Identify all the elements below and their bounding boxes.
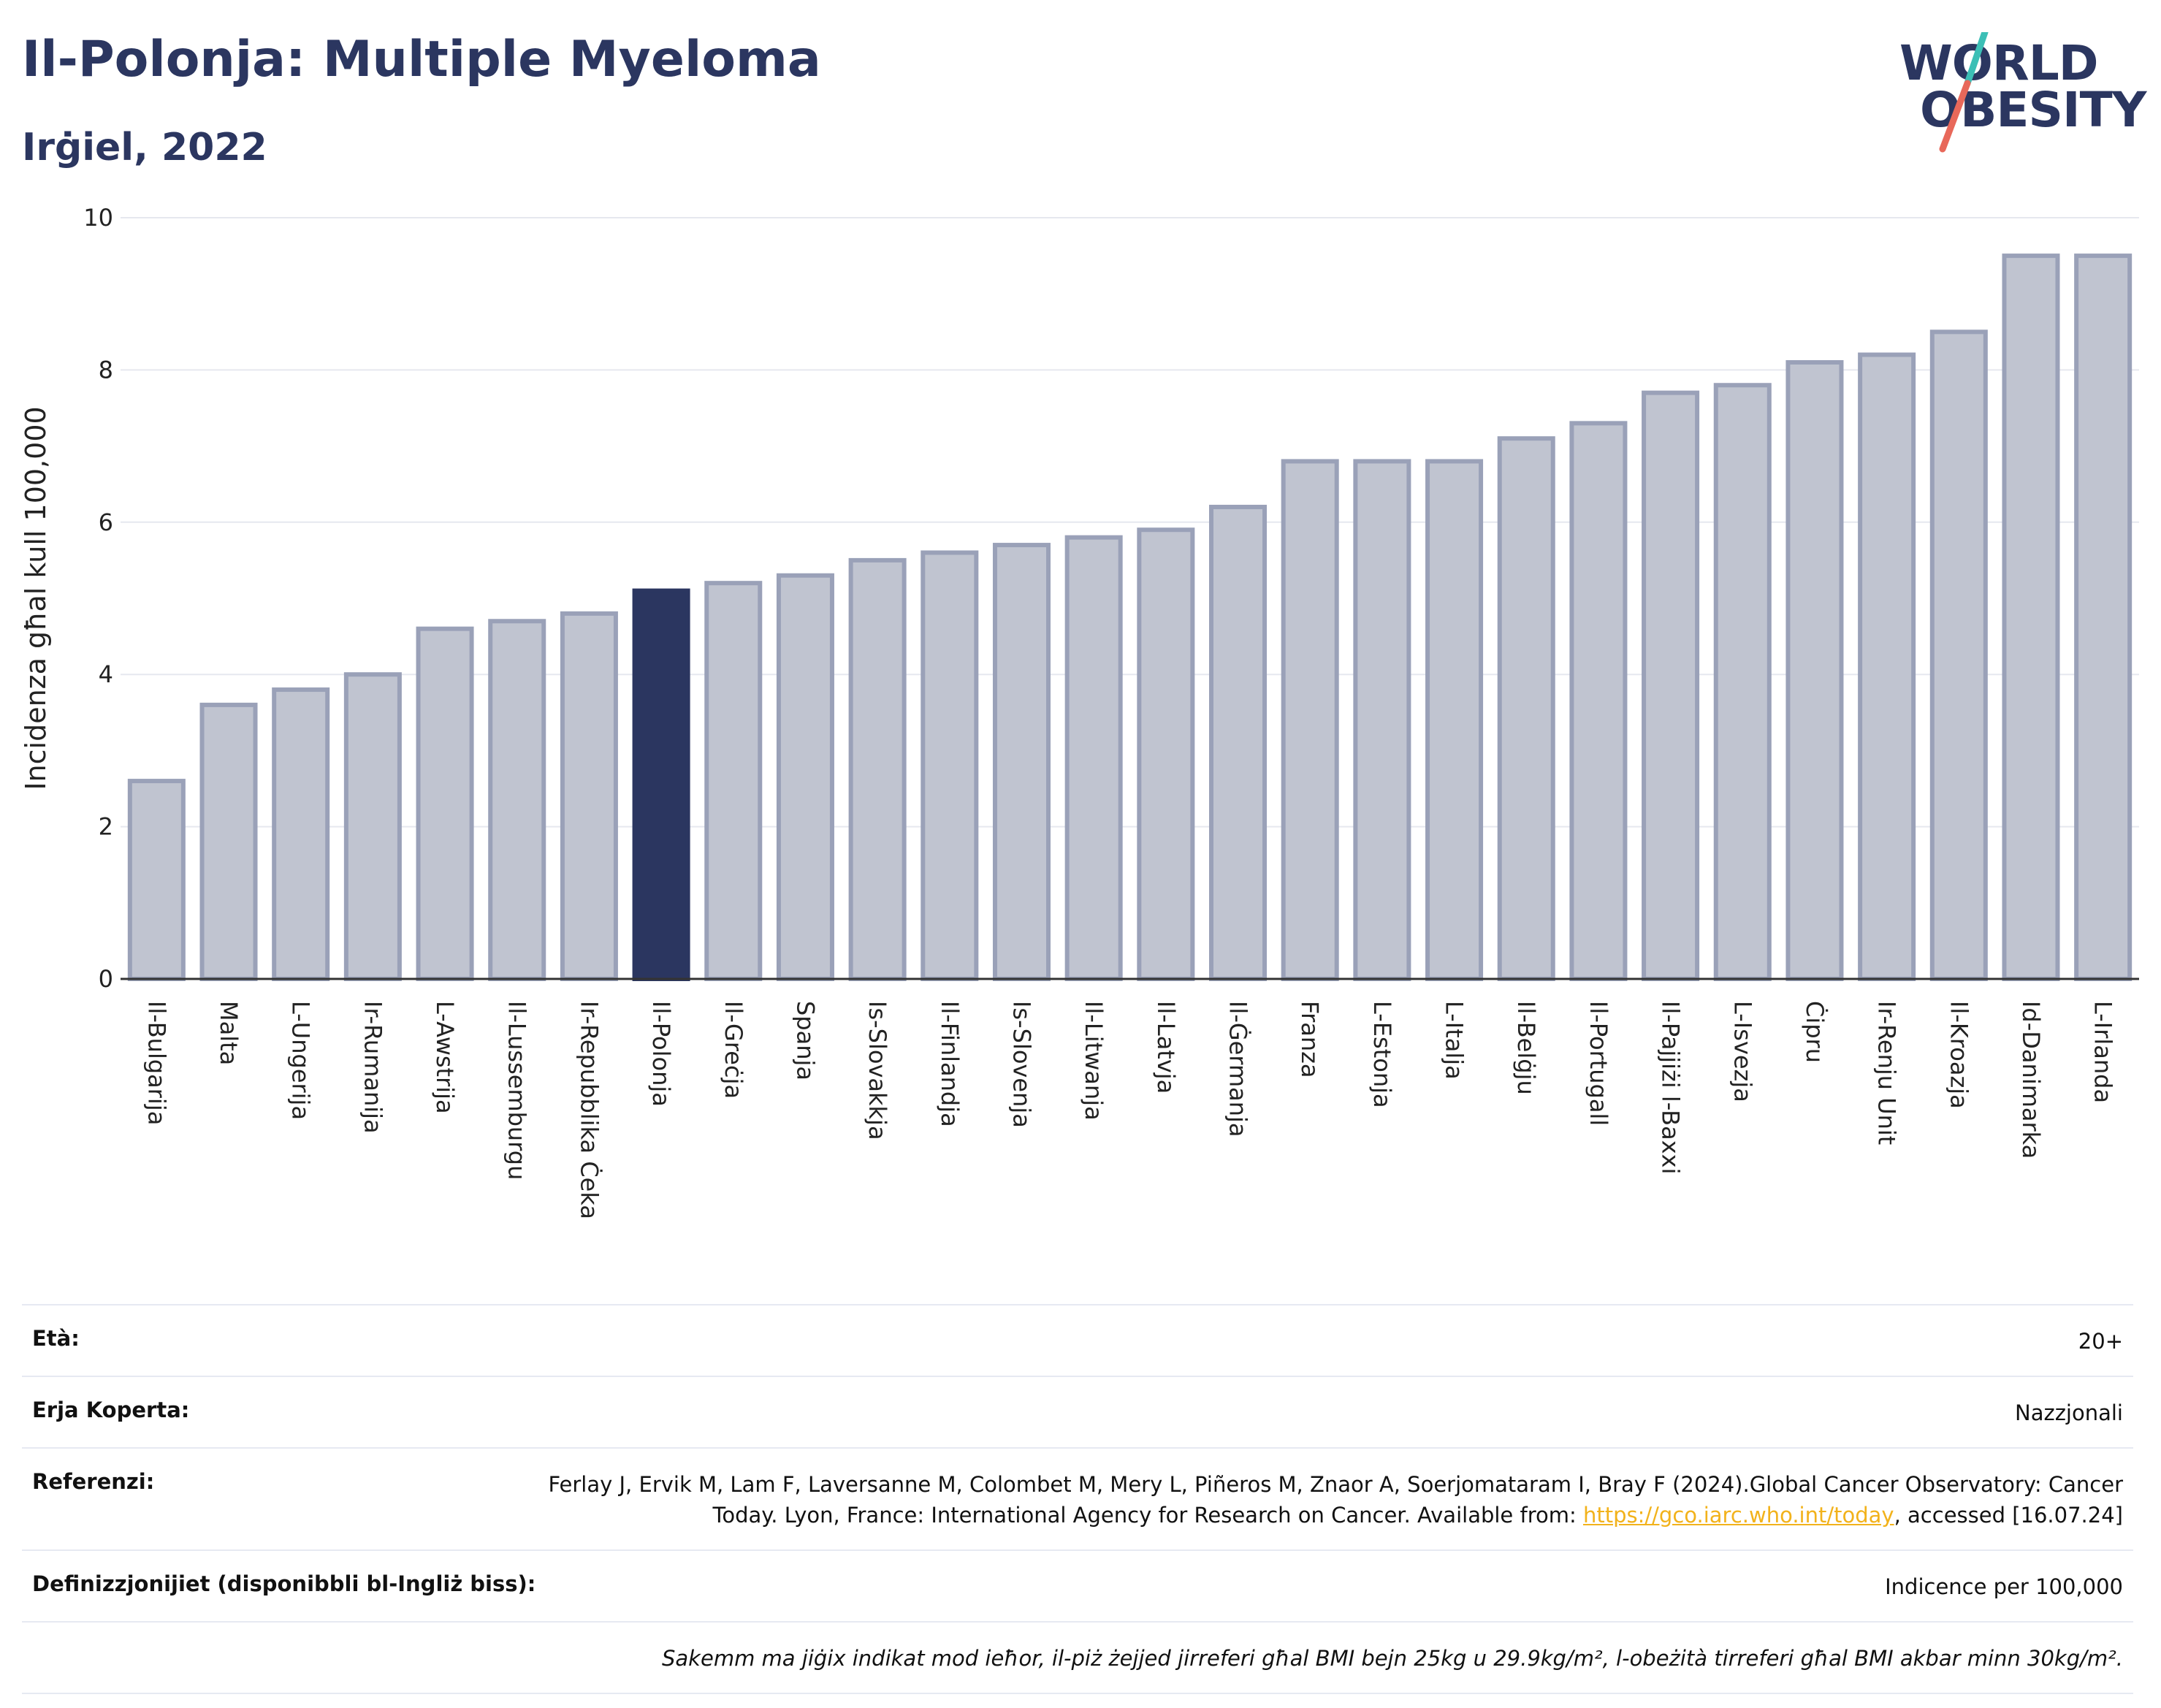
y-axis-ticks: 0 2 4 6 8 10 bbox=[83, 204, 113, 993]
bar[interactable] bbox=[488, 619, 546, 981]
x-tick-label: Il-Kroazja bbox=[1945, 1001, 1973, 1109]
bar[interactable] bbox=[199, 702, 258, 981]
bar[interactable] bbox=[1209, 504, 1268, 981]
bar[interactable] bbox=[1713, 383, 1772, 981]
bmi-note: Sakemm ma jiġix indikat mod ieħor, il-pi… bbox=[662, 1646, 2123, 1671]
bar-chart: 0 2 4 6 8 10 Il-Bulgarija Malta L-Ungerija Ir-Ru… bbox=[20, 204, 2139, 1219]
y-tick-label: 8 bbox=[99, 356, 113, 384]
x-tick-label: Spanja bbox=[791, 1001, 819, 1080]
bar[interactable] bbox=[704, 581, 763, 981]
x-tick-label: Il-Ġermanja bbox=[1224, 1001, 1252, 1137]
x-tick-label: Il-Finlandja bbox=[936, 1001, 964, 1127]
x-tick-label: L-Estonja bbox=[1368, 1001, 1396, 1108]
reference-link[interactable]: https://gco.iarc.who.int/today bbox=[1582, 1503, 1894, 1528]
x-tick-label: Il-Bulgarija bbox=[142, 1001, 170, 1125]
x-tick-label: L-Ungerija bbox=[287, 1001, 315, 1120]
details-table: Età: 20+ Erja Koperta: Nazzjonali Refere… bbox=[22, 1304, 2133, 1694]
x-axis-ticks: Il-Bulgarija Malta L-Ungerija Ir-Rumanija L-… bbox=[142, 1001, 2116, 1219]
bar[interactable] bbox=[1929, 329, 1988, 982]
bars bbox=[127, 253, 2133, 982]
bar[interactable] bbox=[1281, 459, 1339, 981]
detail-key: Età: bbox=[32, 1326, 80, 1351]
y-tick-label: 4 bbox=[99, 660, 113, 688]
x-tick-label: Is-Slovakkja bbox=[864, 1001, 891, 1140]
x-tick-label: L-Isvezja bbox=[1729, 1001, 1756, 1102]
y-tick-label: 6 bbox=[99, 508, 113, 536]
x-tick-label: Ċipru bbox=[1801, 1001, 1829, 1063]
detail-key: Referenzi: bbox=[32, 1469, 155, 1494]
bar[interactable] bbox=[1353, 459, 1411, 981]
detail-value: Nazzjonali bbox=[2015, 1400, 2123, 1425]
x-tick-label: Il-Pajjiżi l-Baxxi bbox=[1657, 1001, 1685, 1175]
bar[interactable] bbox=[1642, 390, 1700, 982]
x-tick-label: Il-Lussemburgu bbox=[503, 1001, 531, 1180]
bar[interactable] bbox=[1569, 421, 1628, 981]
detail-value: Indicence per 100,000 bbox=[1885, 1574, 2123, 1599]
x-tick-label: Ir-Rumanija bbox=[359, 1001, 386, 1134]
bar[interactable] bbox=[1858, 352, 1916, 981]
bar[interactable] bbox=[1064, 535, 1123, 981]
bar[interactable] bbox=[1785, 359, 1844, 982]
bar[interactable] bbox=[560, 611, 618, 982]
page-subtitle: Irġiel, 2022 bbox=[22, 126, 267, 169]
y-axis-label: Incidenza għal kull 100,000 bbox=[20, 406, 52, 790]
bar[interactable] bbox=[921, 550, 979, 982]
x-tick-label: Il-Belġju bbox=[1512, 1001, 1540, 1095]
detail-value: Ferlay J, Ervik M, Lam F, Laversanne M, … bbox=[516, 1469, 2123, 1530]
y-tick-label: 2 bbox=[99, 813, 113, 841]
detail-key: Definizzjonijiet (disponibbli bl-Ingliż … bbox=[32, 1571, 536, 1596]
detail-key: Erja Koperta: bbox=[32, 1398, 190, 1422]
detail-row-age: Età: 20+ bbox=[22, 1304, 2133, 1376]
bar-highlight[interactable] bbox=[632, 588, 690, 981]
bar[interactable] bbox=[272, 687, 330, 981]
x-tick-label: Is-Slovenja bbox=[1007, 1001, 1035, 1128]
x-tick-label: Id-Danimarka bbox=[2017, 1001, 2045, 1159]
page-title: Il-Polonja: Multiple Myeloma bbox=[22, 31, 821, 88]
bar[interactable] bbox=[343, 672, 402, 981]
bar[interactable] bbox=[776, 573, 834, 981]
bar[interactable] bbox=[1497, 436, 1555, 981]
bar[interactable] bbox=[992, 543, 1051, 981]
x-tick-label: L-Awstrija bbox=[431, 1001, 459, 1114]
bar[interactable] bbox=[416, 626, 474, 981]
reference-text: Ferlay J, Ervik M, Lam F, Laversanne M, … bbox=[548, 1472, 2123, 1528]
y-tick-label: 0 bbox=[99, 965, 113, 993]
x-tick-label: L-Italja bbox=[1441, 1001, 1468, 1080]
x-tick-label: Ir-Renju Unit bbox=[1873, 1001, 1901, 1145]
x-tick-label: Il-Portugall bbox=[1585, 1001, 1612, 1126]
x-tick-label: Il-Litwanja bbox=[1080, 1001, 1108, 1121]
x-tick-label: Il-Latvja bbox=[1152, 1001, 1180, 1094]
x-tick-label: Ir-Repubblika Ċeka bbox=[575, 1001, 603, 1219]
detail-row-area: Erja Koperta: Nazzjonali bbox=[22, 1376, 2133, 1447]
logo-slash-icon bbox=[1939, 32, 1989, 153]
bar[interactable] bbox=[1425, 459, 1484, 981]
bar[interactable] bbox=[2074, 253, 2133, 982]
bar[interactable] bbox=[127, 779, 186, 982]
y-tick-label: 10 bbox=[83, 204, 113, 232]
detail-row-definitions: Definizzjonijiet (disponibbli bl-Ingliż … bbox=[22, 1549, 2133, 1621]
detail-row-references: Referenzi: Ferlay J, Ervik M, Lam F, Lav… bbox=[22, 1447, 2133, 1549]
reference-accessed: , accessed [16.07.24] bbox=[1894, 1503, 2123, 1528]
x-tick-label: L-Irlanda bbox=[2089, 1001, 2117, 1103]
detail-value: 20+ bbox=[2078, 1329, 2123, 1354]
x-tick-label: Franza bbox=[1296, 1001, 1324, 1078]
x-tick-label: Malta bbox=[215, 1001, 243, 1065]
bar[interactable] bbox=[848, 557, 907, 981]
logo-line-1: WORLD bbox=[1899, 35, 2099, 91]
x-tick-label: Il-Greċja bbox=[720, 1001, 747, 1099]
bar[interactable] bbox=[2002, 253, 2060, 982]
bar[interactable] bbox=[1137, 527, 1195, 982]
x-tick-label: Il-Polonja bbox=[647, 1001, 675, 1107]
world-obesity-logo[interactable]: WORLD OBESITY bbox=[1899, 32, 2146, 159]
detail-row-note: Sakemm ma jiġix indikat mod ieħor, il-pi… bbox=[22, 1621, 2133, 1694]
